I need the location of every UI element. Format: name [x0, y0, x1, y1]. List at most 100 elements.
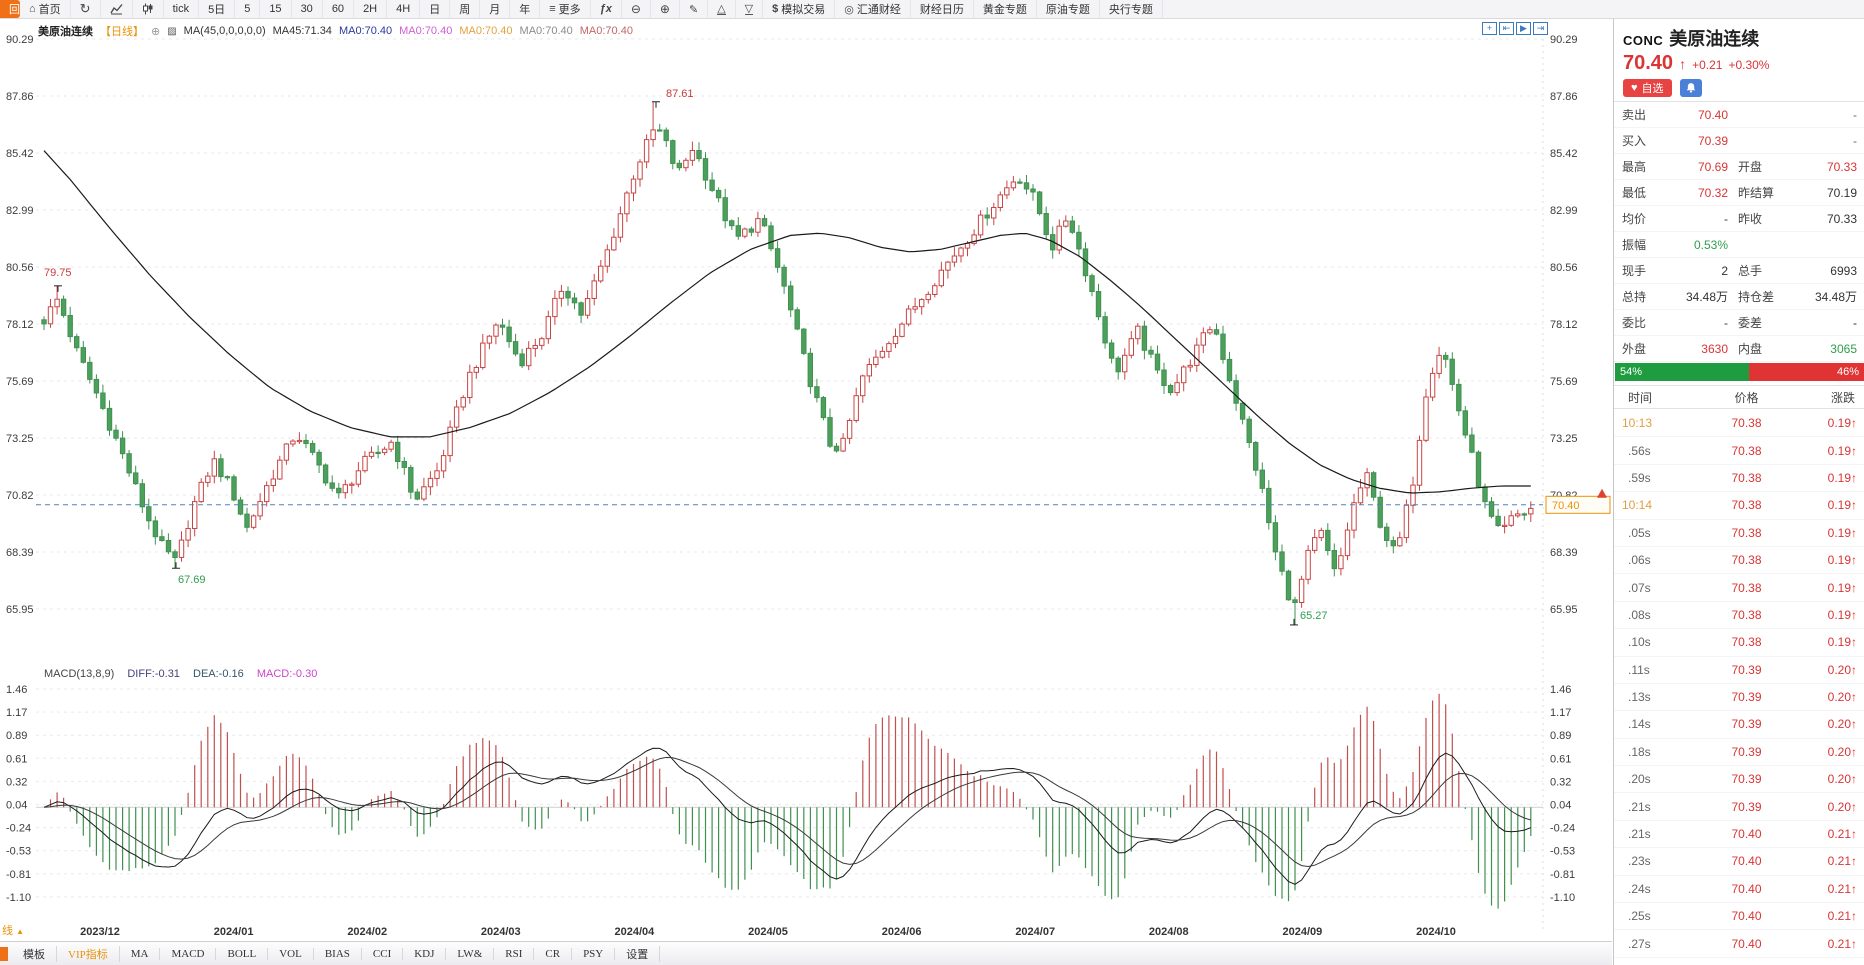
line-tool-stub[interactable]: 线 ▲: [2, 925, 24, 937]
up-arrow-icon: ↑: [1851, 498, 1857, 513]
tab-MA[interactable]: MA: [120, 947, 161, 960]
tick-row[interactable]: .10s 70.38 0.19↑: [1614, 629, 1864, 657]
quote-label: 总手: [1738, 264, 1763, 278]
ma-setting[interactable]: MA(45,0,0,0,0,0): [183, 25, 266, 37]
quote-row: 委比 - 委差 -: [1614, 310, 1864, 336]
tick-row[interactable]: .21s 70.39 0.20↑: [1614, 793, 1864, 821]
tick-price: 70.38: [1731, 416, 1762, 431]
quote-label: 最高: [1622, 160, 1647, 174]
macd-axis-label-right: 0.61: [1550, 753, 1571, 765]
tick-row[interactable]: .11s 70.39 0.20↑: [1614, 657, 1864, 684]
tab-VOL[interactable]: VOL: [268, 947, 314, 960]
toolbar-item-汇通财经[interactable]: ◎ 汇通财经: [835, 0, 911, 18]
tick-row[interactable]: .08s 70.38 0.19↑: [1614, 602, 1864, 630]
tick-row[interactable]: 10:14 70.38 0.19↑: [1614, 492, 1864, 520]
tab-KDJ[interactable]: KDJ: [403, 947, 447, 960]
tab-CR[interactable]: CR: [534, 947, 573, 960]
alert-button[interactable]: [1679, 79, 1702, 97]
tick-list[interactable]: 10:13 70.38 0.19↑ .56s 70.38 0.19↑ .59s 70.38 0.…: [1614, 410, 1864, 958]
toolbar-item-财经日历[interactable]: 财经日历: [911, 0, 974, 18]
toolbar-item-trend[interactable]: [101, 0, 133, 18]
toolbar-item-年[interactable]: 年: [510, 0, 541, 18]
toolbar-item-模拟交易[interactable]: $ 模拟交易: [763, 0, 836, 18]
period-label[interactable]: 【日线】: [100, 26, 144, 38]
toolbar-item-tri-down[interactable]: ▽: [736, 0, 764, 18]
macd-axis-label-left: 0.89: [6, 730, 27, 742]
pane-play-icon[interactable]: ▶: [1516, 22, 1531, 35]
tick-price: 70.39: [1731, 662, 1762, 677]
toolbar-item-zoom-in[interactable]: ⊕: [651, 0, 680, 18]
tick-price: 70.38: [1731, 470, 1762, 485]
toolbar-item-更多[interactable]: ≡ 更多: [540, 0, 591, 18]
toolbar-item-黄金专题[interactable]: 黄金专题: [974, 0, 1037, 18]
toolbar-item-tri-up[interactable]: △: [708, 0, 736, 18]
toolbar-item-央行专题[interactable]: 央行专题: [1100, 0, 1163, 18]
tick-row[interactable]: .05s 70.38 0.19↑: [1614, 520, 1864, 547]
toolbar-item-zoom-out[interactable]: ⊖: [622, 0, 651, 18]
x-axis-label: 2024/07: [1015, 926, 1055, 938]
tab-LW&[interactable]: LW&: [446, 947, 495, 960]
price-row: 70.40 ↑ +0.21 +0.30%: [1623, 52, 1769, 75]
tick-row[interactable]: .24s 70.40 0.21↑: [1614, 876, 1864, 904]
tick-header-time: 时间: [1628, 390, 1653, 405]
toolbar-item-5[interactable]: 5: [235, 0, 261, 18]
toolbar-item-5日[interactable]: 5日: [199, 0, 236, 18]
tab-CCI[interactable]: CCI: [362, 947, 404, 960]
toolbar-item-原油专题[interactable]: 原油专题: [1037, 0, 1100, 18]
favorite-button[interactable]: ♥ 自选: [1623, 79, 1672, 97]
tick-price: 70.38: [1731, 635, 1762, 650]
price-annotation: 79.75: [44, 267, 72, 279]
tick-row[interactable]: .23s 70.40 0.21↑: [1614, 848, 1864, 876]
toolbar-item-月[interactable]: 月: [480, 0, 511, 18]
toolbar-item-pencil[interactable]: ✎: [680, 0, 709, 18]
toolbar-item-日[interactable]: 日: [420, 0, 451, 18]
tick-change: 0.20↑: [1827, 717, 1857, 732]
macd-axis-label-left: -1.10: [6, 892, 31, 904]
tick-change: 0.19↑: [1827, 443, 1857, 458]
tick-row[interactable]: .18s 70.39 0.20↑: [1614, 739, 1864, 767]
toolbar-item-15[interactable]: 15: [260, 0, 292, 18]
main-chart-canvas[interactable]: 90.29 90.29 87.86 87.86 85.42 85.42 82.99 82.99…: [0, 19, 1612, 965]
tab-VIP指标[interactable]: VIP指标: [57, 945, 120, 962]
toolbar-item-30[interactable]: 30: [292, 0, 323, 18]
tab-RSI[interactable]: RSI: [494, 947, 535, 960]
pane-left-icon[interactable]: ⇤: [1499, 22, 1514, 35]
tab-BIAS[interactable]: BIAS: [314, 947, 362, 960]
add-indicator-icon[interactable]: ⊕: [151, 25, 161, 38]
tick-row[interactable]: .25s 70.40 0.21↑: [1614, 903, 1864, 931]
tick-row[interactable]: .56s 70.38 0.19↑: [1614, 437, 1864, 465]
tick-row[interactable]: .06s 70.38 0.19↑: [1614, 547, 1864, 575]
toolbar-item-周[interactable]: 周: [450, 0, 481, 18]
chart-style-icon[interactable]: ▨: [167, 25, 177, 37]
tick-row[interactable]: 10:13 70.38 0.19↑: [1614, 410, 1864, 438]
macd-title[interactable]: MACD(13,8,9): [44, 668, 115, 680]
tick-row[interactable]: .14s 70.39 0.20↑: [1614, 711, 1864, 739]
tab-PSY[interactable]: PSY: [572, 947, 616, 960]
tab-设置[interactable]: 设置: [615, 945, 661, 962]
tick-row[interactable]: .27s 70.40 0.21↑: [1614, 930, 1864, 958]
toolbar-item-refresh[interactable]: ↻: [71, 0, 101, 18]
back-button[interactable]: 回: [0, 0, 20, 18]
tick-row[interactable]: .59s 70.38 0.19↑: [1614, 465, 1864, 493]
macd-axis-label-left: 1.46: [6, 684, 27, 696]
tab-BOLL[interactable]: BOLL: [216, 947, 269, 960]
tick-row[interactable]: .13s 70.39 0.20↑: [1614, 684, 1864, 712]
crosshair-icon[interactable]: +: [1482, 22, 1497, 35]
toolbar-item-60[interactable]: 60: [323, 0, 355, 18]
toolbar-item-2H[interactable]: 2H: [354, 0, 388, 18]
tab-MACD[interactable]: MACD: [160, 947, 217, 960]
up-arrow-icon: ↑: [1851, 690, 1857, 705]
toolbar-item-4H[interactable]: 4H: [387, 0, 421, 18]
macd-axis-label-right: -0.53: [1550, 846, 1575, 858]
toolbar-item-candle[interactable]: [133, 0, 164, 18]
quote-label: 委比: [1622, 316, 1647, 330]
tab-模板[interactable]: 模板: [12, 945, 57, 962]
pane-shift-icon[interactable]: ⇥: [1533, 22, 1548, 35]
toolbar-item-fx[interactable]: ƒx: [591, 0, 622, 18]
tick-row[interactable]: .21s 70.40 0.21↑: [1614, 821, 1864, 849]
toolbar-item-首页[interactable]: ⌂ 首页: [20, 0, 71, 18]
tick-row[interactable]: .07s 70.38 0.19↑: [1614, 574, 1864, 602]
toolbar-item-tick[interactable]: tick: [164, 0, 200, 18]
ma45-value: MA45:71.34: [272, 25, 332, 37]
tick-row[interactable]: .20s 70.39 0.20↑: [1614, 766, 1864, 794]
